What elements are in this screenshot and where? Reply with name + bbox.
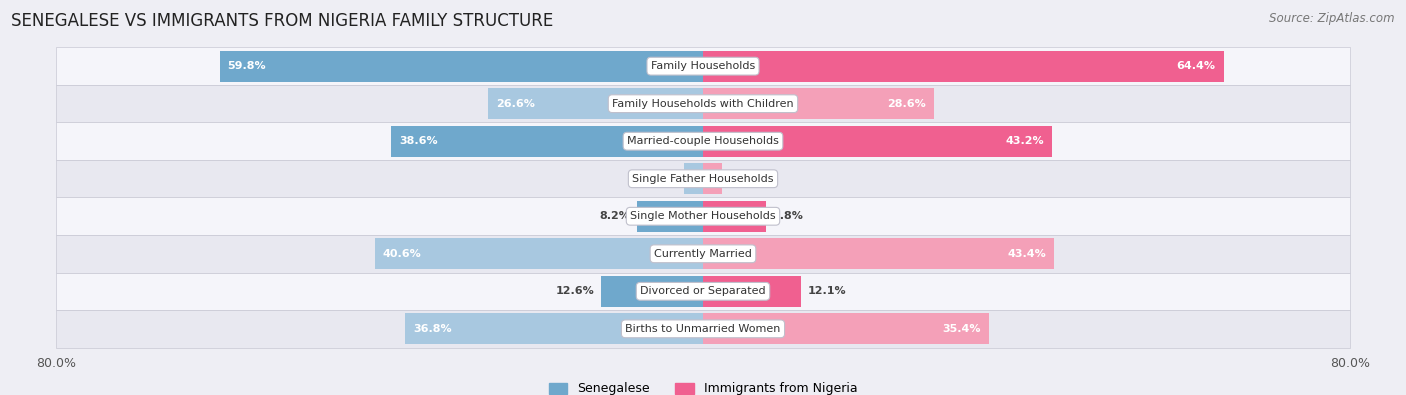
Bar	[703, 88, 934, 119]
Text: 59.8%: 59.8%	[228, 61, 266, 71]
Bar	[219, 51, 703, 81]
Text: 2.4%: 2.4%	[728, 174, 759, 184]
Bar	[703, 239, 1054, 269]
Bar	[637, 201, 703, 231]
Bar	[56, 235, 1350, 273]
Bar	[488, 88, 703, 119]
Text: Divorced or Separated: Divorced or Separated	[640, 286, 766, 296]
Bar	[685, 164, 703, 194]
Text: Single Mother Households: Single Mother Households	[630, 211, 776, 221]
Text: 8.2%: 8.2%	[599, 211, 630, 221]
Text: 12.1%: 12.1%	[807, 286, 846, 296]
Bar	[405, 314, 703, 344]
Bar	[56, 160, 1350, 198]
Text: Family Households: Family Households	[651, 61, 755, 71]
Text: 35.4%: 35.4%	[942, 324, 981, 334]
Text: 7.8%: 7.8%	[772, 211, 803, 221]
Bar	[703, 164, 723, 194]
Text: Currently Married: Currently Married	[654, 249, 752, 259]
Text: SENEGALESE VS IMMIGRANTS FROM NIGERIA FAMILY STRUCTURE: SENEGALESE VS IMMIGRANTS FROM NIGERIA FA…	[11, 12, 554, 30]
Text: 43.2%: 43.2%	[1005, 136, 1045, 146]
Bar	[56, 122, 1350, 160]
Text: Source: ZipAtlas.com: Source: ZipAtlas.com	[1270, 12, 1395, 25]
Bar	[703, 126, 1052, 156]
Text: 40.6%: 40.6%	[382, 249, 422, 259]
Text: 2.3%: 2.3%	[647, 174, 678, 184]
Bar	[602, 276, 703, 307]
Bar	[56, 198, 1350, 235]
Text: 38.6%: 38.6%	[399, 136, 437, 146]
Bar	[56, 310, 1350, 348]
Text: 12.6%: 12.6%	[555, 286, 595, 296]
Legend: Senegalese, Immigrants from Nigeria: Senegalese, Immigrants from Nigeria	[548, 382, 858, 395]
Bar	[375, 239, 703, 269]
Bar	[703, 51, 1223, 81]
Bar	[703, 276, 801, 307]
Text: 43.4%: 43.4%	[1007, 249, 1046, 259]
Bar	[56, 273, 1350, 310]
Bar	[56, 47, 1350, 85]
Text: 28.6%: 28.6%	[887, 99, 927, 109]
Bar	[56, 85, 1350, 122]
Text: Family Households with Children: Family Households with Children	[612, 99, 794, 109]
Bar	[703, 201, 766, 231]
Text: 36.8%: 36.8%	[413, 324, 453, 334]
Bar	[391, 126, 703, 156]
Text: Married-couple Households: Married-couple Households	[627, 136, 779, 146]
Text: Births to Unmarried Women: Births to Unmarried Women	[626, 324, 780, 334]
Bar	[703, 314, 990, 344]
Text: 26.6%: 26.6%	[496, 99, 534, 109]
Text: Single Father Households: Single Father Households	[633, 174, 773, 184]
Text: 64.4%: 64.4%	[1177, 61, 1216, 71]
